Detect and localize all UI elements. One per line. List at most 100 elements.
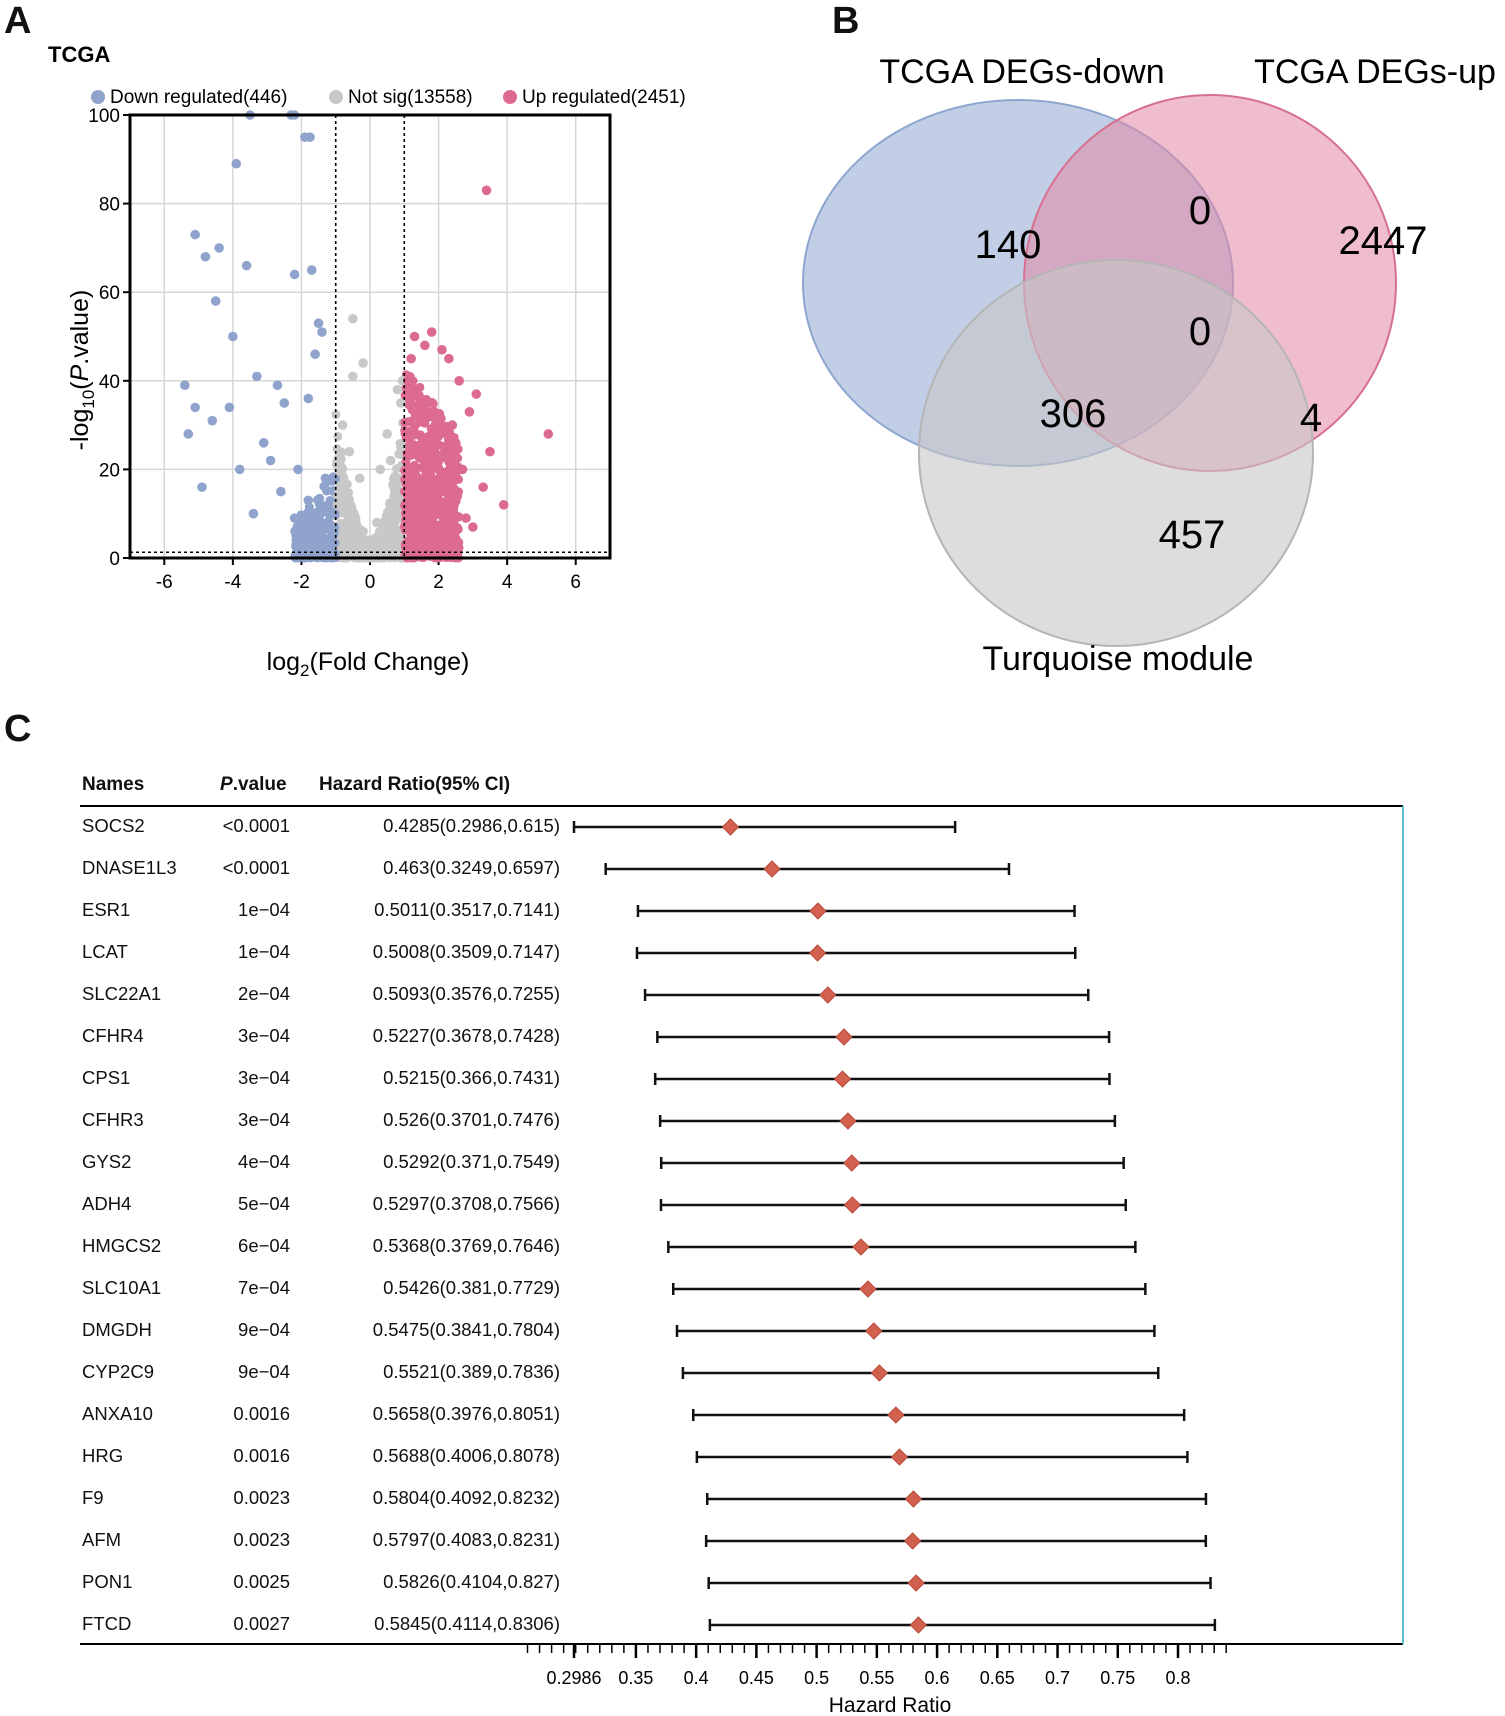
point-up [416,398,427,408]
hr-point [819,986,837,1004]
forest-tick-label: 0.75 [1100,1668,1135,1688]
point-up [428,399,438,409]
hr-point [721,818,740,836]
forest-row-ci: 0.5297(0.3708,0.7566) [372,1193,560,1214]
forest-tick-label: 0.6 [925,1668,950,1688]
point-up [415,382,425,392]
point-up [426,327,437,337]
point-up [410,421,420,431]
point-up [437,344,447,355]
point-up [498,500,509,510]
point-down [265,455,276,466]
point-notsig [340,547,350,557]
forest-tick-label: 0.7 [1045,1668,1070,1688]
point-notsig [341,508,351,519]
tick-label-x: 2 [433,572,444,593]
point-down [234,464,245,475]
point-down [291,547,301,557]
forest-row-ci: 0.5227(0.3678,0.7428) [372,1025,560,1046]
point-up [420,418,430,428]
hr-point [904,1490,923,1508]
point-down [320,473,331,484]
point-up [464,407,475,417]
point-down [303,495,314,506]
forest-row-name: HRG [82,1445,124,1466]
point-up [449,519,459,529]
forest-row-pvalue: 1e−04 [238,899,290,920]
point-down [317,504,327,514]
forest-row-pvalue: 0.0016 [233,1403,290,1424]
forest-row-ci: 0.5426(0.381,0.7729) [383,1277,560,1298]
forest-row-ci: 0.526(0.3701,0.7476) [383,1109,560,1130]
venn-count-all-three: 0 [1189,310,1211,354]
volcano-plot: TCGA Down regulated(446) Not sig(13558) … [48,42,686,680]
hr-point [852,1238,870,1256]
point-down [305,132,315,142]
legend-label-down: Down regulated(446) [110,87,287,108]
venn-count-up-module: 4 [1300,396,1322,440]
hr-point [808,944,827,962]
forest-row-pvalue: 9e−04 [238,1319,290,1340]
point-up [409,331,420,342]
point-up [468,522,478,532]
hr-point [833,1070,852,1088]
point-up [447,532,457,542]
hr-point [809,902,827,920]
point-down [248,508,259,519]
point-down [183,429,194,439]
forest-row-pvalue: 6e−04 [238,1235,290,1256]
venn-count-down-up: 0 [1189,189,1211,233]
venn-circle-module [918,259,1314,647]
point-notsig [372,517,382,528]
point-up [406,353,416,364]
point-up [418,477,428,487]
point-up [409,486,420,497]
point-up [404,390,414,400]
point-up [415,430,425,440]
forest-tick-label: 0.8 [1165,1668,1190,1688]
panel-letter-c: C [4,708,32,750]
point-up [445,544,455,554]
point-notsig [348,535,358,546]
volcano-panel: A TCGA Down regulated(446) Not sig(13558… [0,0,700,700]
point-up [409,477,419,487]
volcano-xlabel: log2(Fold Change) [267,648,470,680]
point-up [422,485,432,495]
point-up [408,504,418,514]
point-down [231,158,242,169]
point-up [444,353,454,364]
point-down [296,539,307,550]
point-notsig [338,464,348,474]
venn-set-label-up: TCGA DEGs-up [1254,53,1496,91]
hr-point [887,1406,905,1424]
forest-row-name: CFHR4 [82,1025,144,1046]
hr-point [907,1574,925,1592]
point-up [440,500,451,510]
forest-row-pvalue: 4e−04 [238,1151,290,1172]
forest-row-pvalue: 3e−04 [238,1025,290,1046]
point-down [323,500,333,510]
forest-row-pvalue: 3e−04 [238,1109,290,1130]
point-up [413,406,423,416]
forest-row-pvalue: 0.0027 [233,1613,290,1634]
point-down [310,520,320,530]
forest-row-ci: 0.5093(0.3576,0.7255) [372,983,560,1004]
legend-label-notsig: Not sig(13558) [348,87,473,108]
point-up [429,521,439,531]
forest-row-pvalue: 0.0023 [233,1487,290,1508]
forest-row-name: SLC22A1 [82,983,162,1004]
point-up [404,426,414,436]
point-down [252,371,262,382]
volcano-points [180,110,554,563]
tick-label-x: 0 [365,572,376,593]
point-notsig [396,398,406,408]
point-up [419,461,429,471]
forest-row-ci: 0.5292(0.371,0.7549) [383,1151,560,1172]
volcano-ylabel: -log10(P.value) [66,290,98,451]
point-notsig [379,517,389,527]
point-up [416,539,427,550]
forest-row-pvalue: 0.0025 [233,1571,290,1592]
point-notsig [396,442,406,453]
point-down [279,398,290,408]
forest-row-pvalue: 0.0023 [233,1529,290,1550]
